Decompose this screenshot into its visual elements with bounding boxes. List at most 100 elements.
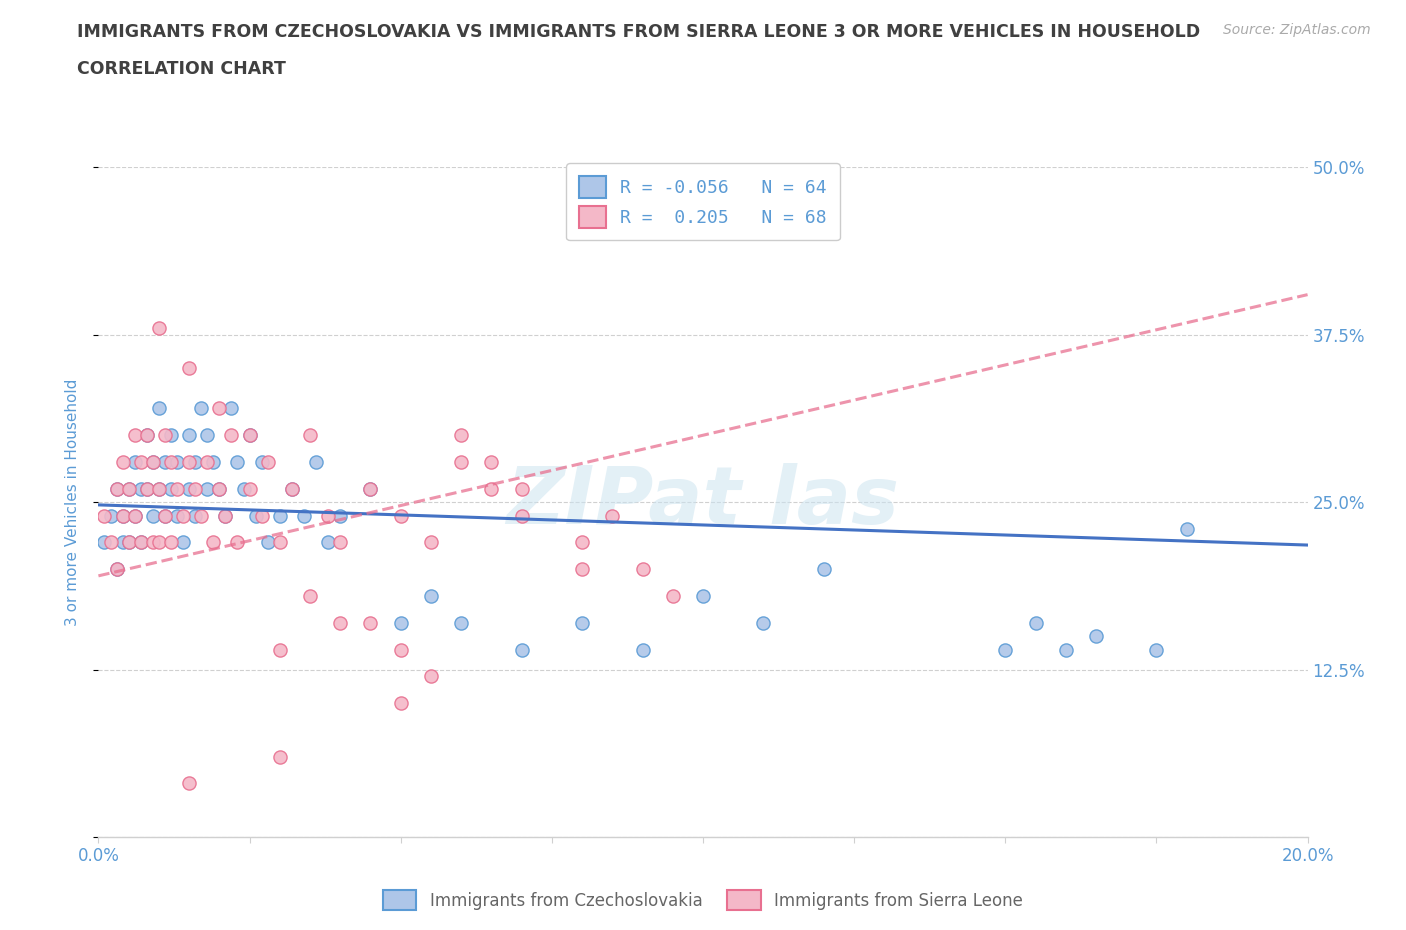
Point	[450, 455, 472, 470]
Point	[153, 508, 176, 523]
Point	[269, 642, 291, 657]
Point	[299, 589, 322, 604]
Point	[148, 401, 170, 416]
Point	[124, 455, 146, 470]
Point	[389, 508, 412, 523]
Point	[481, 455, 503, 470]
Point	[752, 616, 775, 631]
Point	[153, 455, 176, 470]
Point	[329, 616, 352, 631]
Point	[481, 482, 503, 497]
Point	[153, 508, 176, 523]
Point	[190, 401, 212, 416]
Point	[179, 776, 201, 790]
Legend: Immigrants from Czechoslovakia, Immigrants from Sierra Leone: Immigrants from Czechoslovakia, Immigran…	[377, 884, 1029, 917]
Y-axis label: 3 or more Vehicles in Household: 3 or more Vehicles in Household	[65, 379, 80, 626]
Point	[148, 482, 170, 497]
Point	[111, 508, 134, 523]
Point	[239, 428, 262, 443]
Text: ZIPat las: ZIPat las	[506, 463, 900, 541]
Point	[305, 455, 328, 470]
Point	[250, 508, 273, 523]
Point	[100, 535, 122, 550]
Point	[202, 455, 225, 470]
Point	[281, 482, 304, 497]
Point	[226, 455, 249, 470]
Point	[214, 508, 236, 523]
Point	[360, 482, 382, 497]
Point	[692, 589, 714, 604]
Point	[221, 428, 243, 443]
Point	[510, 508, 533, 523]
Point	[208, 401, 231, 416]
Point	[420, 669, 443, 684]
Point	[250, 455, 273, 470]
Point	[111, 455, 134, 470]
Point	[1054, 642, 1077, 657]
Point	[160, 535, 183, 550]
Point	[105, 562, 128, 577]
Point	[179, 455, 201, 470]
Point	[232, 482, 254, 497]
Point	[118, 535, 141, 550]
Point	[111, 508, 134, 523]
Point	[256, 455, 278, 470]
Point	[179, 428, 201, 443]
Point	[142, 455, 165, 470]
Point	[148, 535, 170, 550]
Point	[571, 535, 593, 550]
Point	[142, 508, 165, 523]
Point	[1085, 629, 1108, 644]
Point	[129, 535, 152, 550]
Point	[631, 562, 654, 577]
Point	[105, 482, 128, 497]
Point	[510, 642, 533, 657]
Point	[166, 508, 188, 523]
Text: CORRELATION CHART: CORRELATION CHART	[77, 60, 287, 78]
Point	[179, 361, 201, 376]
Point	[160, 482, 183, 497]
Point	[129, 482, 152, 497]
Point	[1144, 642, 1167, 657]
Point	[111, 535, 134, 550]
Point	[269, 508, 291, 523]
Point	[239, 428, 262, 443]
Point	[329, 508, 352, 523]
Point	[510, 482, 533, 497]
Point	[195, 482, 218, 497]
Point	[202, 535, 225, 550]
Point	[184, 482, 207, 497]
Point	[124, 428, 146, 443]
Point	[105, 482, 128, 497]
Point	[214, 508, 236, 523]
Text: IMMIGRANTS FROM CZECHOSLOVAKIA VS IMMIGRANTS FROM SIERRA LEONE 3 OR MORE VEHICLE: IMMIGRANTS FROM CZECHOSLOVAKIA VS IMMIGR…	[77, 23, 1201, 41]
Point	[195, 428, 218, 443]
Point	[360, 616, 382, 631]
Point	[662, 589, 685, 604]
Point	[93, 535, 115, 550]
Point	[172, 508, 194, 523]
Point	[631, 642, 654, 657]
Point	[329, 535, 352, 550]
Point	[1175, 522, 1198, 537]
Point	[153, 428, 176, 443]
Point	[142, 455, 165, 470]
Point	[184, 508, 207, 523]
Text: Source: ZipAtlas.com: Source: ZipAtlas.com	[1223, 23, 1371, 37]
Point	[389, 616, 412, 631]
Point	[148, 321, 170, 336]
Point	[208, 482, 231, 497]
Point	[195, 455, 218, 470]
Point	[100, 508, 122, 523]
Point	[450, 428, 472, 443]
Point	[184, 455, 207, 470]
Point	[281, 482, 304, 497]
Point	[994, 642, 1017, 657]
Point	[256, 535, 278, 550]
Point	[571, 616, 593, 631]
Point	[813, 562, 835, 577]
Legend: R = -0.056   N = 64, R =  0.205   N = 68: R = -0.056 N = 64, R = 0.205 N = 68	[567, 163, 839, 241]
Point	[316, 535, 339, 550]
Point	[269, 535, 291, 550]
Point	[179, 482, 201, 497]
